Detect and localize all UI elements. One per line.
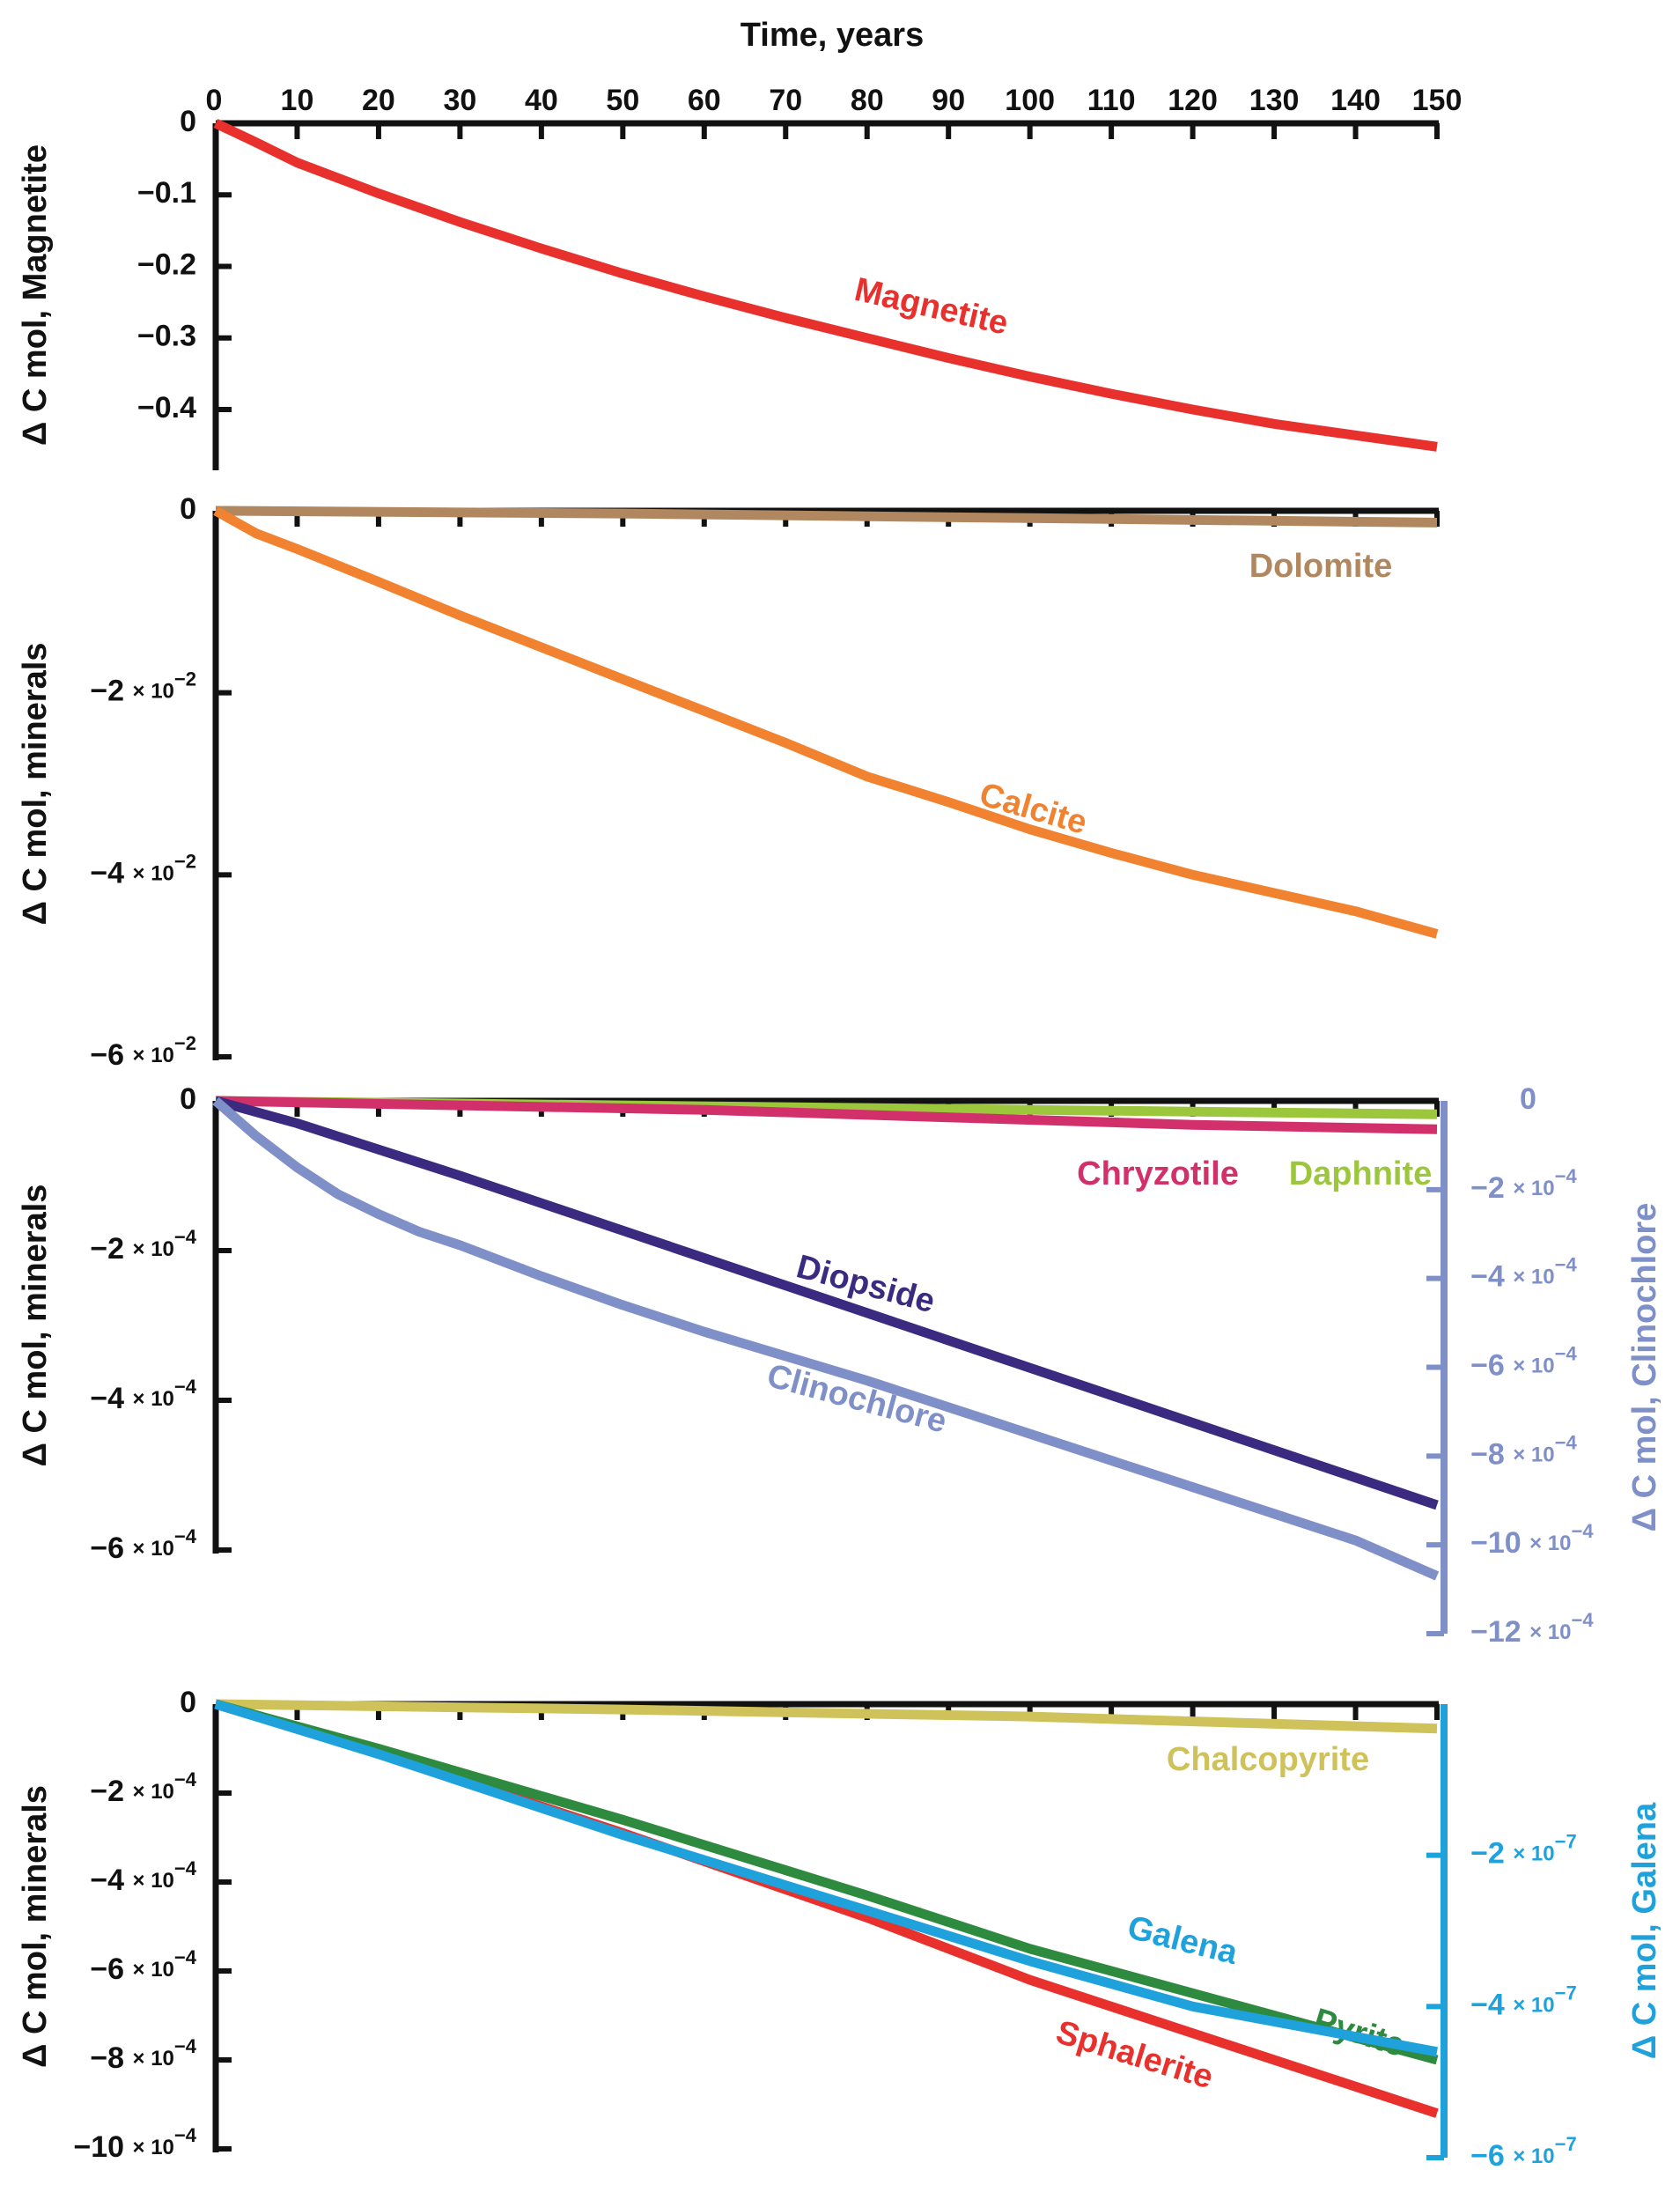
- x-tick-label: 50: [606, 84, 639, 117]
- chart-panel-4: 0 −2 × 10−4 −4 × 10−4 −6 × 10−4 −8 × 10−4 −10…: [17, 1686, 1663, 2173]
- x-tick-label: 10: [281, 84, 314, 117]
- series-label-daphnite: Daphnite: [1289, 1155, 1433, 1192]
- x-tick-label: 0: [206, 84, 223, 117]
- y-tick-label: −10 × 10−4: [73, 2124, 196, 2164]
- y-tick-label: 0: [180, 492, 196, 526]
- x-tick-label: 70: [769, 84, 802, 117]
- y-tick-label: −0.4: [137, 391, 196, 424]
- x-tick-label: 20: [362, 84, 395, 117]
- y-axis-title: Δ C mol, minerals: [17, 1785, 54, 2068]
- x-tick-label: 120: [1168, 84, 1218, 117]
- x-tick-label: 80: [851, 84, 884, 117]
- y-tick-label: 0: [180, 1686, 196, 1719]
- series-line-chalcopyrite: [215, 1699, 1438, 1734]
- right-y-tick-label: −4 × 10−7: [1470, 1982, 1577, 2021]
- y-tick-label: −2 × 10−2: [90, 668, 196, 707]
- y-tick-label: −0.1: [137, 176, 196, 210]
- y-tick-label: −4 × 10−4: [90, 1857, 196, 1897]
- y-axis-title: Δ C mol, Magnetite: [17, 144, 54, 446]
- series-label-chalcopyrite: Chalcopyrite: [1167, 1741, 1369, 1778]
- x-tick-label: 110: [1087, 84, 1136, 117]
- y-tick-label: −2 × 10−4: [90, 1226, 196, 1266]
- series-line-diopside: [214, 1096, 1439, 1510]
- x-tick-label: 90: [932, 84, 965, 117]
- series-label-chryzotile: Chryzotile: [1077, 1155, 1239, 1192]
- right-y-tick-label: −12 × 10−4: [1470, 1609, 1594, 1649]
- right-y-tick-label: −6 × 10−4: [1470, 1342, 1577, 1382]
- series-line-dolomite: [215, 506, 1438, 528]
- right-y-axis-title: Δ C mol, Galena: [1626, 1802, 1663, 2059]
- y-tick-label: −6 × 10−4: [90, 1525, 196, 1565]
- chart-panel-3: 0 −2 × 10−4 −4 × 10−4 −6 × 10−4 Δ C mol, min…: [17, 1082, 1663, 1649]
- right-y-tick-label: −8 × 10−4: [1470, 1431, 1577, 1471]
- right-y-tick-label: −4 × 10−4: [1470, 1253, 1577, 1293]
- x-tick-label: 100: [1005, 84, 1055, 117]
- series-label-clinochlore: Clinochlore: [763, 1357, 951, 1441]
- x-tick-label: 150: [1412, 84, 1463, 117]
- y-tick-label: −2 × 10−4: [90, 1768, 196, 1808]
- series-label-galena: Galena: [1124, 1909, 1242, 1973]
- y-tick-label: −6 × 10−4: [90, 1946, 196, 1986]
- right-y-tick-label: −6 × 10−7: [1470, 2133, 1577, 2173]
- series-line-magnetite: [213, 119, 1438, 452]
- x-tick-label: 130: [1249, 84, 1300, 117]
- x-axis-title: Time, years: [741, 17, 924, 54]
- y-axis-title: Δ C mol, minerals: [17, 643, 54, 926]
- y-tick-label: 0: [180, 105, 196, 138]
- y-tick-label: −0.2: [137, 247, 196, 281]
- series-line-clinochlore: [212, 1096, 1440, 1581]
- y-tick-label: 0: [180, 1082, 196, 1116]
- series-line-galena: [214, 1699, 1439, 2057]
- y-tick-label: −0.3: [137, 320, 196, 353]
- series-line-calcite: [213, 506, 1439, 939]
- x-tick-label: 40: [525, 84, 558, 117]
- series-label-sphalerite: Sphalerite: [1052, 2014, 1218, 2097]
- y-tick-label: −8 × 10−4: [90, 2035, 196, 2075]
- series-line-pyrite: [214, 1699, 1439, 2065]
- y-tick-label: −4 × 10−4: [90, 1376, 196, 1415]
- y-tick-label: −4 × 10−2: [90, 850, 196, 889]
- series-line-chryzotile: [215, 1096, 1438, 1134]
- right-y-axis-title: Δ C mol, Clinochlore: [1626, 1203, 1663, 1532]
- right-y-tick-label: 0: [1520, 1082, 1536, 1116]
- series-label-dolomite: Dolomite: [1249, 548, 1393, 585]
- y-axis-title: Δ C mol, minerals: [17, 1185, 54, 1467]
- right-y-tick-label: −2 × 10−4: [1470, 1165, 1577, 1205]
- x-tick-label: 30: [443, 84, 476, 117]
- right-y-tick-label: −2 × 10−7: [1470, 1830, 1577, 1870]
- x-tick-label: 140: [1330, 84, 1381, 117]
- right-y-tick-label: −10 × 10−4: [1470, 1520, 1594, 1560]
- y-tick-label: −6 × 10−2: [90, 1032, 196, 1072]
- chart-panel-1: 0 10 20 30 40 50 60 70 80 90 100 110 120 130 140 150 Tim…: [17, 17, 1462, 470]
- series-label-magnetite: Magnetite: [851, 271, 1012, 343]
- chart-panel-2: 0 −2 × 10−2 −4 × 10−2 −6 × 10−2 Δ C mol, min…: [17, 492, 1440, 1072]
- x-tick-label: 60: [688, 84, 721, 117]
